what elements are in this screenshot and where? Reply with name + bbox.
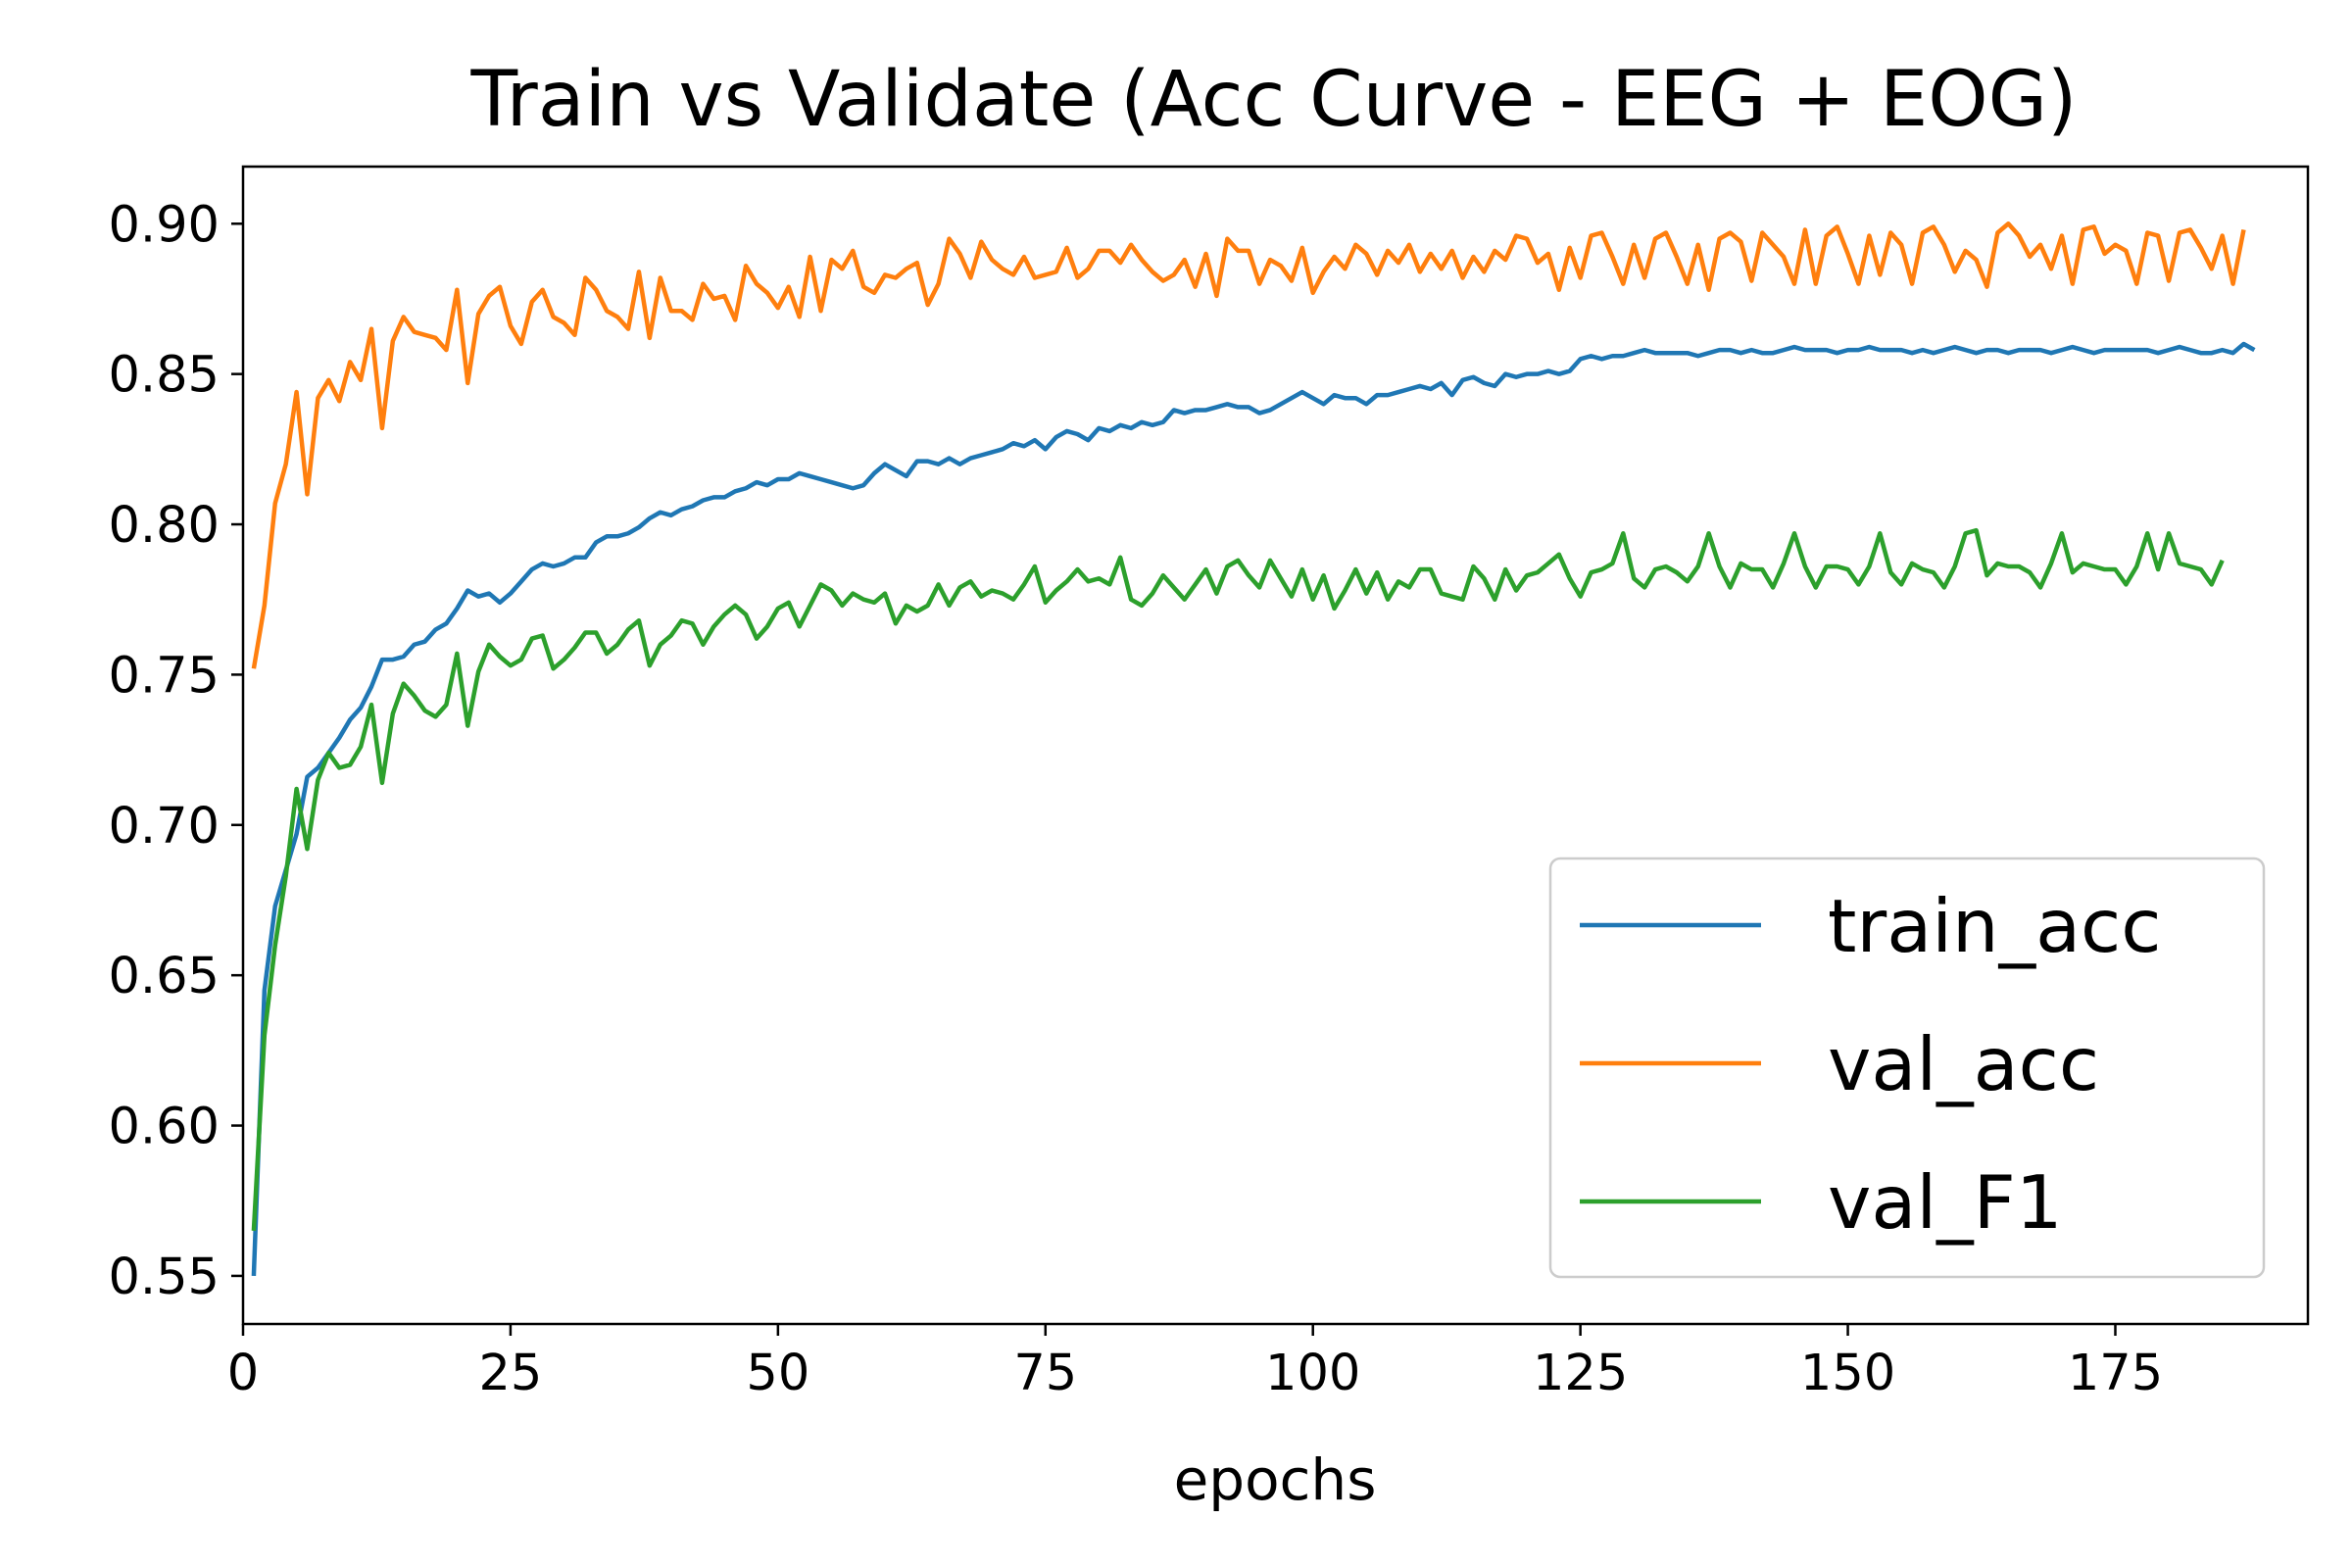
y-tick-label: 0.90 [108,196,220,254]
x-tick-label: 50 [746,1345,809,1402]
series-line-val-f1 [251,527,2225,1232]
x-tick-label: 175 [2068,1345,2163,1402]
series-line-train-acc [251,341,2256,1277]
legend-box [1548,857,2266,1279]
series-line-val-acc [251,221,2246,669]
legend-label-train-acc: train_acc [1828,883,2162,969]
x-tick-label: 0 [227,1345,259,1402]
chart-title: Train vs Validate (Acc Curve - EEG + EOG… [470,56,2078,144]
legend-label-val-f1: val_F1 [1828,1159,2063,1246]
series-layer [251,221,2256,1277]
y-tick-label: 0.75 [108,647,220,705]
y-tick-label: 0.65 [108,948,220,1005]
y-axis: 0.55 0.60 0.65 0.70 0.75 0.80 0.85 0.90 [108,196,243,1306]
x-tick-label: 75 [1013,1345,1077,1402]
plot-frame [241,165,2310,1326]
x-tick-label: 125 [1533,1345,1628,1402]
y-tick-label: 0.85 [108,347,220,405]
y-tick-label: 0.55 [108,1249,220,1306]
x-tick-label: 150 [1800,1345,1895,1402]
x-tick-label: 100 [1265,1345,1360,1402]
x-tick-label: 25 [478,1345,542,1402]
x-axis-label: epochs [1174,1446,1377,1513]
legend: train_acc val_acc val_F1 [1548,857,2266,1279]
legend-label-val-acc: val_acc [1828,1021,2099,1107]
y-tick-label: 0.60 [108,1099,220,1156]
x-axis: 0 25 50 75 100 125 150 175 [227,1324,2163,1402]
y-tick-label: 0.80 [108,497,220,555]
y-tick-label: 0.70 [108,798,220,856]
